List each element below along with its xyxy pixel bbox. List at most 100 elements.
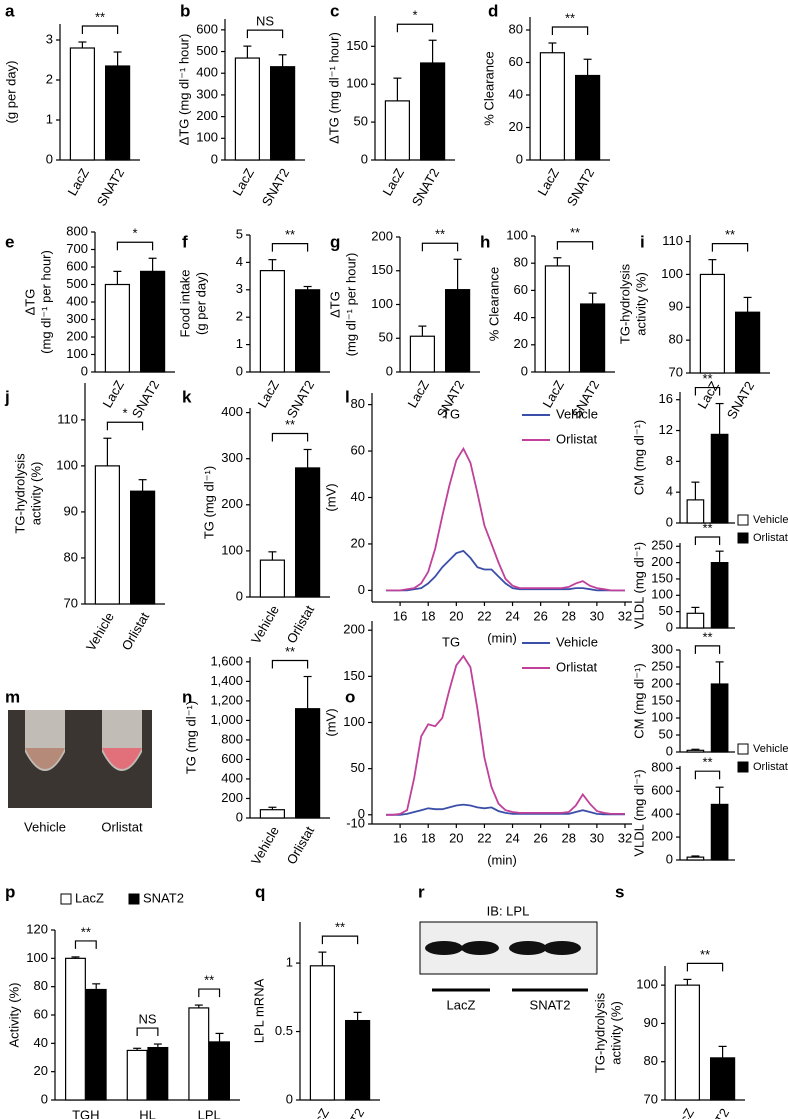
x-tick-label: LacZ (255, 378, 282, 411)
legend-label: Orlistat (556, 659, 598, 674)
bar (147, 1046, 169, 1101)
significance-bracket (81, 25, 119, 34)
y-tick-label: 150 (371, 262, 393, 277)
legend-label: Orlistat (753, 761, 788, 773)
y-axis-label: (g per day) (193, 272, 208, 335)
blot-title: IB: LPL (487, 903, 530, 918)
x-tick-label: LPL (198, 1107, 221, 1119)
x-tick-label: 30 (590, 830, 604, 845)
y-tick-label: 4 (236, 254, 243, 269)
y-tick-label: 80 (514, 255, 528, 270)
legend-swatch (60, 893, 72, 905)
bar (709, 1057, 736, 1101)
legend-swatch (128, 893, 140, 905)
bar (259, 270, 285, 373)
x-tick-label: SNAT2 (284, 378, 317, 421)
y-tick-label: 200 (221, 496, 243, 511)
panel-label: h (480, 232, 490, 251)
bar (445, 289, 471, 373)
significance-label: ** (335, 920, 345, 935)
significance-label: ** (702, 520, 712, 535)
y-tick-label: 150 (651, 692, 673, 707)
y-axis-label: % Clearance (481, 51, 496, 125)
legend-swatch (737, 514, 749, 526)
y-tick-label: 200 (221, 790, 243, 805)
y-tick-label: 70 (64, 595, 78, 610)
significance-label: ** (95, 9, 105, 24)
x-axis-label: (min) (487, 852, 517, 867)
chart-title: TG (442, 634, 460, 649)
bar (686, 499, 705, 524)
bar (539, 52, 566, 161)
x-tick-label: SNAT2 (409, 166, 442, 209)
panel-label: m (5, 687, 20, 706)
y-tick-label: 50 (351, 760, 365, 775)
y-tick-label: 40 (34, 1035, 48, 1050)
panel-label: n (182, 687, 192, 706)
panel-label: a (5, 1, 15, 20)
x-tick-label: Orlistat (284, 602, 318, 645)
y-tick-label: 120 (26, 921, 48, 936)
y-tick-label: 0 (386, 363, 393, 378)
y-axis-label: LPL mRNA (251, 978, 266, 1043)
bar (686, 612, 705, 629)
y-tick-label: 40 (509, 86, 523, 101)
x-tick-label: 18 (421, 608, 435, 623)
bar (94, 465, 121, 605)
y-axis-label: VLDL (mg dl⁻¹) (631, 769, 646, 856)
x-tick-label: 32 (618, 830, 632, 845)
x-tick-label: SNAT2 (564, 166, 597, 209)
significance-bracket (106, 421, 144, 431)
y-tick-label: 1 (46, 111, 53, 126)
y-tick-label: 100 (221, 542, 243, 557)
y-tick-label: 600 (196, 21, 218, 36)
x-tick-label: 16 (393, 608, 407, 623)
y-tick-label: 100 (651, 709, 673, 724)
bar (409, 335, 435, 373)
y-axis-label: ΔTG (327, 291, 342, 318)
y-tick-label: 80 (644, 1053, 658, 1068)
panel-label: p (5, 882, 15, 901)
bar (295, 289, 321, 373)
series-line (386, 654, 625, 816)
y-tick-label: 110 (57, 411, 78, 426)
x-tick-label: 22 (477, 608, 491, 623)
x-tick-label: SNAT2 (699, 1106, 732, 1119)
legend-label: LacZ (75, 890, 104, 905)
significance-bracket (321, 935, 359, 945)
tube-liquid (102, 748, 142, 769)
bar (126, 1049, 148, 1101)
significance-bracket (551, 26, 589, 35)
panel-label: e (5, 232, 14, 251)
significance-label: NS (138, 1011, 156, 1026)
y-tick-label: 0 (236, 363, 243, 378)
bar (65, 957, 86, 1101)
significance-bracket (271, 659, 309, 669)
y-tick-label: 90 (669, 299, 683, 314)
y-tick-label: 0 (236, 588, 243, 603)
y-axis-label: CM (mg dl⁻¹) (631, 420, 646, 495)
y-tick-label: 250 (651, 658, 673, 673)
significance-bracket (396, 23, 434, 33)
significance-bracket (271, 432, 309, 442)
y-tick-label: 3 (236, 281, 243, 296)
y-tick-label: 60 (34, 1006, 48, 1021)
y-tick-label: 400 (651, 806, 673, 821)
y-tick-label: 0 (516, 151, 523, 166)
panel-label: d (488, 1, 498, 20)
photo-label: Vehicle (24, 819, 66, 834)
x-tick-label: 26 (533, 608, 547, 623)
bar (85, 988, 107, 1101)
y-tick-label: 0 (358, 806, 365, 821)
significance-label: ** (285, 227, 295, 242)
y-tick-label: 1 (286, 955, 293, 970)
y-tick-label: 100 (56, 457, 78, 472)
panel-label: l (345, 387, 350, 406)
y-tick-label: 2 (46, 71, 53, 86)
bar (674, 984, 701, 1101)
legend-label: Vehicle (753, 514, 788, 526)
significance-label: ** (725, 227, 735, 242)
y-tick-label: 1,600 (210, 653, 243, 668)
bar (295, 708, 321, 819)
